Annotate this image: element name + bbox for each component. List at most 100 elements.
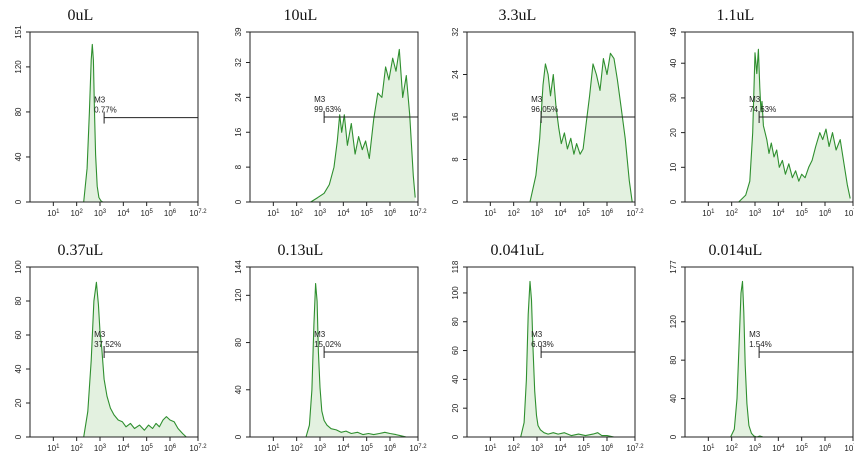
gate-label: M3 <box>531 330 543 339</box>
x-tick-label: 107.2 <box>626 444 644 453</box>
gate-label: M3 <box>749 330 761 339</box>
y-tick-label: 120 <box>14 60 23 74</box>
histogram-line <box>83 43 103 203</box>
y-tick-label: 40 <box>234 385 243 394</box>
x-tick-label: 106 <box>164 444 177 453</box>
x-tick-label: 106 <box>384 444 397 453</box>
y-tick-label: 80 <box>14 296 23 305</box>
gate-label: M3 <box>531 95 543 104</box>
x-tick-label: 107.2 <box>409 209 427 218</box>
x-tick-label: 102 <box>508 209 521 218</box>
y-tick-label: 0 <box>669 199 678 204</box>
x-tick-label: 105 <box>361 209 374 218</box>
x-tick-label: 105 <box>141 209 154 218</box>
gate-percent: 0.77% <box>94 106 117 115</box>
y-tick-label: 0 <box>14 199 23 204</box>
y-tick-label: 40 <box>669 58 678 67</box>
gate-percent: 6.03% <box>531 340 554 349</box>
histogram-area <box>306 283 407 437</box>
x-tick-label: 107.2 <box>844 444 854 453</box>
gate-label: M3 <box>94 330 106 339</box>
y-tick-label: 0 <box>451 199 460 204</box>
x-tick-label: 104 <box>772 444 785 453</box>
x-tick-label: 104 <box>337 209 350 218</box>
plot-frame <box>29 31 199 203</box>
gate-percent: 96.05% <box>531 105 558 114</box>
x-tick-label: 106 <box>819 209 832 218</box>
panel-title: 3.3uL <box>499 7 537 24</box>
y-tick-label: 16 <box>234 127 243 136</box>
x-tick-label: 103 <box>314 209 327 218</box>
histogram-area <box>520 281 621 437</box>
x-tick-label: 104 <box>554 444 567 453</box>
y-tick-label: 120 <box>234 288 243 302</box>
y-tick-label: 80 <box>669 355 678 364</box>
y-tick-label: 24 <box>451 70 460 79</box>
histogram-area <box>738 49 851 202</box>
x-tick-label: 101 <box>702 209 715 218</box>
y-tick-label: 120 <box>669 315 678 329</box>
gate-label: M3 <box>314 95 326 104</box>
x-tick-label: 104 <box>117 444 130 453</box>
x-tick-label: 102 <box>726 209 739 218</box>
x-tick-label: 103 <box>749 444 762 453</box>
x-tick-label: 101 <box>267 444 280 453</box>
gate-percent: 37.52% <box>94 340 121 349</box>
x-tick-label: 102 <box>291 209 304 218</box>
x-tick-label: 101 <box>484 444 497 453</box>
gate-percent: 74.63% <box>749 105 776 114</box>
x-tick-label: 103 <box>531 209 544 218</box>
panel-title: 0uL <box>68 7 94 24</box>
panel-title: 10uL <box>284 7 318 24</box>
y-tick-label: 80 <box>234 338 243 347</box>
y-tick-label: 24 <box>234 92 243 101</box>
panel-title: 0.13uL <box>278 242 324 259</box>
y-tick-label: 80 <box>14 107 23 116</box>
x-tick-label: 103 <box>94 444 107 453</box>
x-tick-label: 107.2 <box>409 444 427 453</box>
y-tick-label: 177 <box>669 260 678 274</box>
x-tick-label: 103 <box>314 444 327 453</box>
histogram-area <box>310 49 416 203</box>
y-tick-label: 40 <box>14 152 23 161</box>
x-tick-label: 102 <box>726 444 739 453</box>
x-tick-label: 107.2 <box>189 444 207 453</box>
panel-title: 0.37uL <box>58 242 104 259</box>
y-tick-label: 0 <box>234 434 243 439</box>
x-tick-label: 106 <box>164 209 177 218</box>
histogram-panel: 0.041uL 101 102 103 104 105 106 107.2 0 20 40 60 80 1… <box>451 242 644 453</box>
y-tick-label: 60 <box>451 346 460 355</box>
y-tick-label: 30 <box>669 93 678 102</box>
x-tick-label: 106 <box>819 444 832 453</box>
y-tick-label: 0 <box>451 434 460 439</box>
histogram-area <box>530 53 633 202</box>
x-tick-label: 104 <box>117 209 130 218</box>
x-tick-label: 104 <box>772 209 785 218</box>
gate-percent: 1.54% <box>749 340 772 349</box>
y-tick-label: 49 <box>669 27 678 36</box>
y-tick-label: 10 <box>669 162 678 171</box>
histogram-line <box>520 280 621 438</box>
gate-percent: 99.63% <box>314 105 341 114</box>
y-tick-label: 0 <box>234 199 243 204</box>
x-tick-label: 101 <box>47 444 60 453</box>
y-tick-label: 0 <box>669 434 678 439</box>
x-tick-label: 101 <box>267 209 280 218</box>
y-tick-label: 20 <box>451 403 460 412</box>
panel-title: 0.041uL <box>491 242 545 259</box>
histogram-line <box>738 48 851 203</box>
x-tick-label: 101 <box>702 444 715 453</box>
histogram-panel: 0.37uL 101 102 103 104 105 106 107.2 0 20 40 60 80 10… <box>14 242 207 453</box>
y-tick-label: 40 <box>14 364 23 373</box>
panel-title: 0.014uL <box>709 242 763 259</box>
y-tick-label: 20 <box>14 398 23 407</box>
y-tick-label: 39 <box>234 27 243 36</box>
x-tick-label: 103 <box>531 444 544 453</box>
y-tick-label: 60 <box>14 330 23 339</box>
histogram-line <box>305 282 407 438</box>
y-tick-label: 16 <box>451 112 460 121</box>
y-tick-label: 100 <box>14 260 23 274</box>
x-tick-label: 102 <box>71 209 84 218</box>
x-tick-label: 104 <box>337 444 350 453</box>
